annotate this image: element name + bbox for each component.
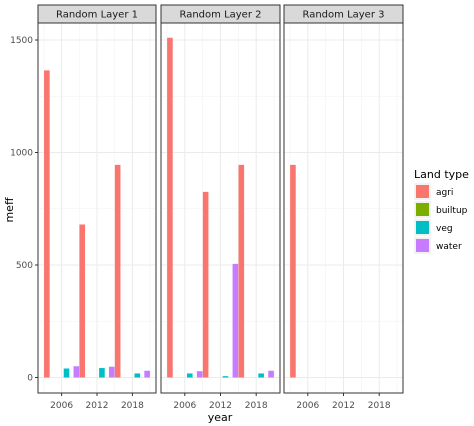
bar-agri-2018 [114, 164, 121, 378]
panel-1: Random Layer 1 2006 2012 2018 [37, 4, 157, 411]
legend-key-veg [416, 221, 429, 234]
x-tick-label-2012: 2012 [86, 401, 109, 411]
bar-agri-2012 [79, 224, 86, 378]
bar-water-2018 [144, 370, 150, 378]
bar-water-2006 [196, 371, 203, 378]
x-tick-label-2012: 2012 [209, 401, 232, 411]
y-tick-label-500: 500 [16, 261, 33, 271]
panel-title: Random Layer 2 [179, 10, 261, 21]
bar-agri-2006 [44, 70, 50, 378]
x-axis-title: year [208, 411, 233, 424]
bar-veg-2012 [99, 368, 105, 378]
legend-label-builtup: builtup [436, 206, 468, 216]
bar-agri-2018 [238, 164, 245, 378]
x-tick-label-2018: 2018 [368, 401, 391, 411]
bar-agri-2006 [290, 164, 296, 378]
legend-label-agri: agri [436, 188, 453, 198]
y-tick-label-1000: 1000 [10, 149, 33, 159]
bar-water-2006 [73, 366, 80, 378]
bar-water-2018 [268, 370, 274, 378]
bar-veg-2018 [258, 373, 264, 378]
panel-2: Random Layer 2 2006 2012 2018 [160, 4, 281, 411]
legend: Land type agri builtup veg water [414, 168, 469, 254]
legend-key-agri [416, 185, 429, 198]
x-tick-label-2006: 2006 [173, 401, 196, 411]
bar-veg-2018 [134, 373, 141, 378]
x-tick-label-2018: 2018 [245, 401, 268, 411]
legend-label-veg: veg [436, 224, 453, 234]
panel-title: Random Layer 1 [56, 10, 138, 21]
bar-veg-2006 [186, 373, 193, 378]
legend-key-builtup [416, 203, 429, 216]
legend-title: Land type [414, 168, 469, 181]
y-tick-label-1500: 1500 [10, 36, 33, 46]
legend-key-water [416, 239, 429, 252]
x-tick-label-2006: 2006 [50, 401, 73, 411]
bar-water-2012 [232, 263, 239, 378]
bar-agri-2012 [202, 191, 209, 378]
x-tick-label-2018: 2018 [121, 401, 144, 411]
bar-veg-2006 [63, 368, 70, 378]
x-tick-label-2012: 2012 [332, 401, 355, 411]
x-tick-label-2006: 2006 [296, 401, 319, 411]
panel-title: Random Layer 3 [302, 10, 384, 21]
bar-agri-2006 [167, 37, 173, 378]
y-axis-title: meff [3, 197, 16, 222]
bar-water-2012 [108, 366, 115, 378]
y-tick-label-0: 0 [27, 374, 33, 384]
bar-veg-2012 [222, 376, 229, 378]
legend-label-water: water [436, 242, 462, 252]
y-axis: 0 500 1000 1500 [10, 36, 38, 384]
panel-3: Random Layer 3 2006 2012 2018 [283, 4, 404, 411]
